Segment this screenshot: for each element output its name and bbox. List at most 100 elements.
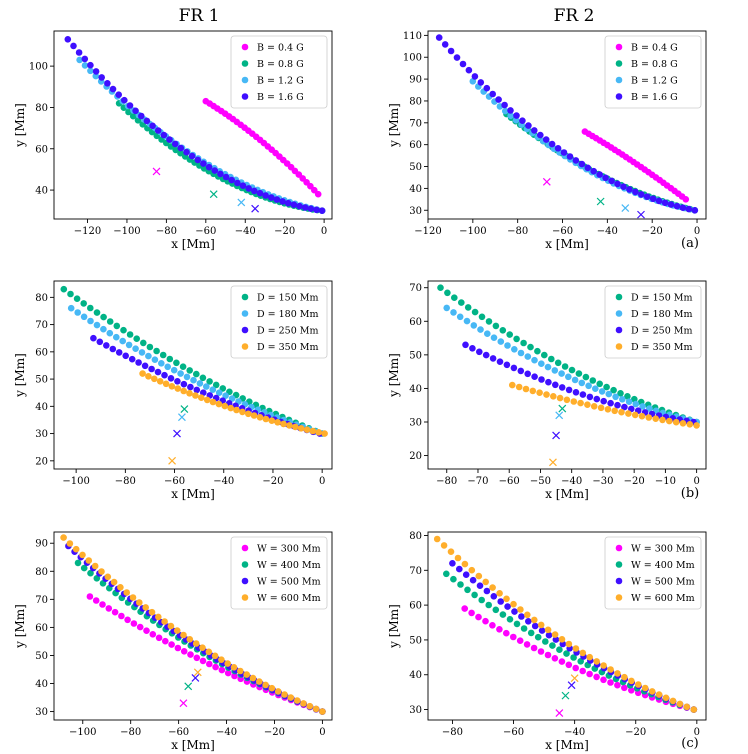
- data-point: [489, 355, 497, 362]
- data-point: [280, 420, 287, 428]
- data-point: [441, 41, 449, 48]
- data-point: [624, 393, 631, 400]
- data-point: [614, 670, 621, 677]
- data-point: [124, 616, 131, 624]
- row-label-c: (c): [681, 736, 698, 751]
- data-point: [91, 562, 99, 570]
- legend-marker: [615, 594, 623, 601]
- data-point: [135, 359, 142, 366]
- data-point: [222, 392, 229, 400]
- legend-marker: [241, 343, 249, 350]
- data-point: [73, 295, 81, 303]
- data-point: [440, 542, 448, 549]
- data-point: [578, 160, 586, 168]
- data-point: [224, 660, 231, 667]
- data-point: [125, 341, 133, 349]
- data-point: [74, 309, 81, 316]
- data-point: [620, 183, 627, 190]
- data-point: [119, 337, 126, 345]
- data-point: [196, 380, 204, 387]
- data-point: [262, 681, 269, 689]
- data-point: [543, 391, 550, 398]
- cross-stroke: [184, 682, 193, 691]
- data-point: [652, 415, 659, 423]
- data-point: [531, 127, 538, 134]
- series-3: [139, 370, 328, 465]
- x-tick-label: −20: [625, 727, 646, 738]
- data-point: [492, 322, 500, 330]
- data-point: [551, 631, 559, 638]
- data-point: [471, 308, 479, 316]
- data-point: [531, 616, 538, 624]
- data-point: [611, 407, 618, 415]
- x-tick-label: −20: [264, 727, 285, 738]
- data-point: [602, 174, 609, 182]
- data-point: [477, 79, 485, 86]
- data-point: [511, 346, 518, 353]
- data-point: [536, 389, 543, 397]
- chart-panel-1: −120 −100 −80 −60 −40 −20 0 30 40 50 60 70 80 90 100 11…: [387, 30, 707, 251]
- data-point: [683, 703, 691, 711]
- data-point: [693, 422, 700, 429]
- data-point: [128, 355, 136, 363]
- x-tick-label: −60: [195, 226, 216, 237]
- data-point: [297, 425, 305, 432]
- data-point: [513, 620, 521, 628]
- x-tick-label: −60: [164, 476, 185, 487]
- x-tick-label: 0: [693, 476, 699, 487]
- data-point: [296, 202, 303, 210]
- data-point: [517, 367, 525, 375]
- data-point: [537, 648, 545, 655]
- data-point: [510, 633, 517, 641]
- data-point: [676, 700, 684, 708]
- x-tick-label: −40: [561, 476, 582, 487]
- data-point: [268, 194, 275, 201]
- data-point: [462, 341, 469, 349]
- data-point: [237, 667, 244, 675]
- data-point: [218, 656, 225, 663]
- data-point: [145, 373, 152, 380]
- cross-marker: [178, 413, 186, 422]
- data-point: [110, 578, 118, 586]
- data-point: [321, 430, 328, 437]
- x-tick-label: −80: [436, 476, 457, 487]
- data-point: [186, 367, 193, 374]
- data-point: [638, 191, 645, 198]
- data-point: [646, 405, 653, 412]
- legend-marker: [241, 60, 249, 67]
- column-title-fr1: FR 1: [179, 6, 220, 26]
- data-point: [433, 535, 441, 543]
- data-point: [245, 410, 252, 418]
- data-point: [303, 426, 311, 434]
- y-tick-label: 80: [35, 567, 48, 578]
- legend-marker: [615, 293, 623, 301]
- data-point: [437, 284, 444, 292]
- data-point: [292, 423, 299, 431]
- data-point: [227, 404, 234, 412]
- data-point: [193, 386, 201, 394]
- legend-marker: [615, 93, 623, 100]
- data-point: [177, 370, 184, 377]
- series-1: [443, 304, 700, 426]
- data-point: [463, 317, 471, 325]
- data-point: [666, 417, 673, 425]
- series-1: [503, 110, 699, 214]
- cross-marker: [549, 458, 557, 467]
- data-point: [287, 694, 295, 701]
- data-point: [489, 584, 496, 591]
- data-point: [510, 600, 517, 608]
- data-point: [80, 313, 88, 321]
- data-point: [233, 406, 240, 414]
- data-point: [531, 622, 539, 630]
- x-tick-label: −40: [564, 727, 585, 738]
- data-point: [464, 304, 472, 311]
- data-point: [149, 122, 156, 130]
- data-point: [604, 406, 612, 413]
- data-point: [590, 403, 598, 410]
- legend-label: D = 350 Mm: [631, 342, 693, 353]
- cross-marker: [173, 429, 181, 438]
- data-point: [312, 705, 320, 713]
- data-point: [507, 107, 514, 114]
- data-point: [565, 386, 573, 394]
- data-point: [513, 335, 520, 343]
